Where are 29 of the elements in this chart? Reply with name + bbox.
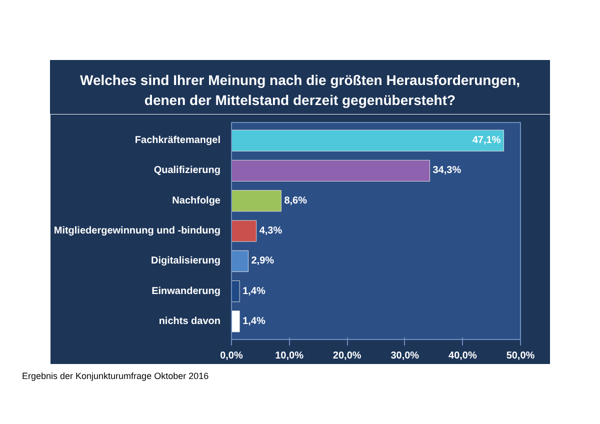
bar	[232, 310, 240, 332]
bar	[232, 190, 282, 212]
bar	[232, 160, 430, 182]
data-label: 4,3%	[259, 226, 282, 236]
data-label: 34,3%	[432, 165, 462, 176]
y-tick-label: Nachfolge	[172, 195, 221, 206]
data-label: 1,4%	[242, 316, 266, 327]
x-tick-label: 0,0%	[220, 350, 244, 362]
y-tick-label: nichts davon	[158, 316, 221, 327]
y-tick-label: Einwanderung	[152, 286, 221, 297]
bar	[232, 220, 257, 242]
data-label: 2,9%	[251, 256, 274, 267]
y-tick-label: Fachkräftemangel	[134, 135, 221, 146]
x-tick-label: 10,0%	[275, 350, 304, 362]
x-tick-label: 50,0%	[506, 350, 535, 362]
data-label: 1,4%	[242, 286, 266, 297]
data-label: 8,6%	[284, 195, 308, 206]
y-tick-label: Digitalisierung	[151, 256, 220, 267]
bar	[232, 130, 504, 152]
data-label: 47,1%	[472, 135, 501, 146]
text: Ergebnis der Konjunkturumfrage Oktober 2016	[22, 370, 209, 383]
x-tick-label: 20,0%	[332, 350, 362, 362]
bar	[232, 250, 249, 272]
bar	[232, 280, 240, 302]
x-tick-label: 40,0%	[448, 350, 477, 362]
y-tick-label: Mitgliedergewinnung und -bindung	[54, 226, 221, 236]
chart-title: Welches sind Ihrer Meinung nach die größten Herausforderungen, denen der Mittelstand derzeit gegenübersteht?	[80, 71, 520, 110]
x-tick-label: 30,0%	[390, 350, 420, 362]
y-tick-label: Qualifizierung	[154, 165, 220, 176]
